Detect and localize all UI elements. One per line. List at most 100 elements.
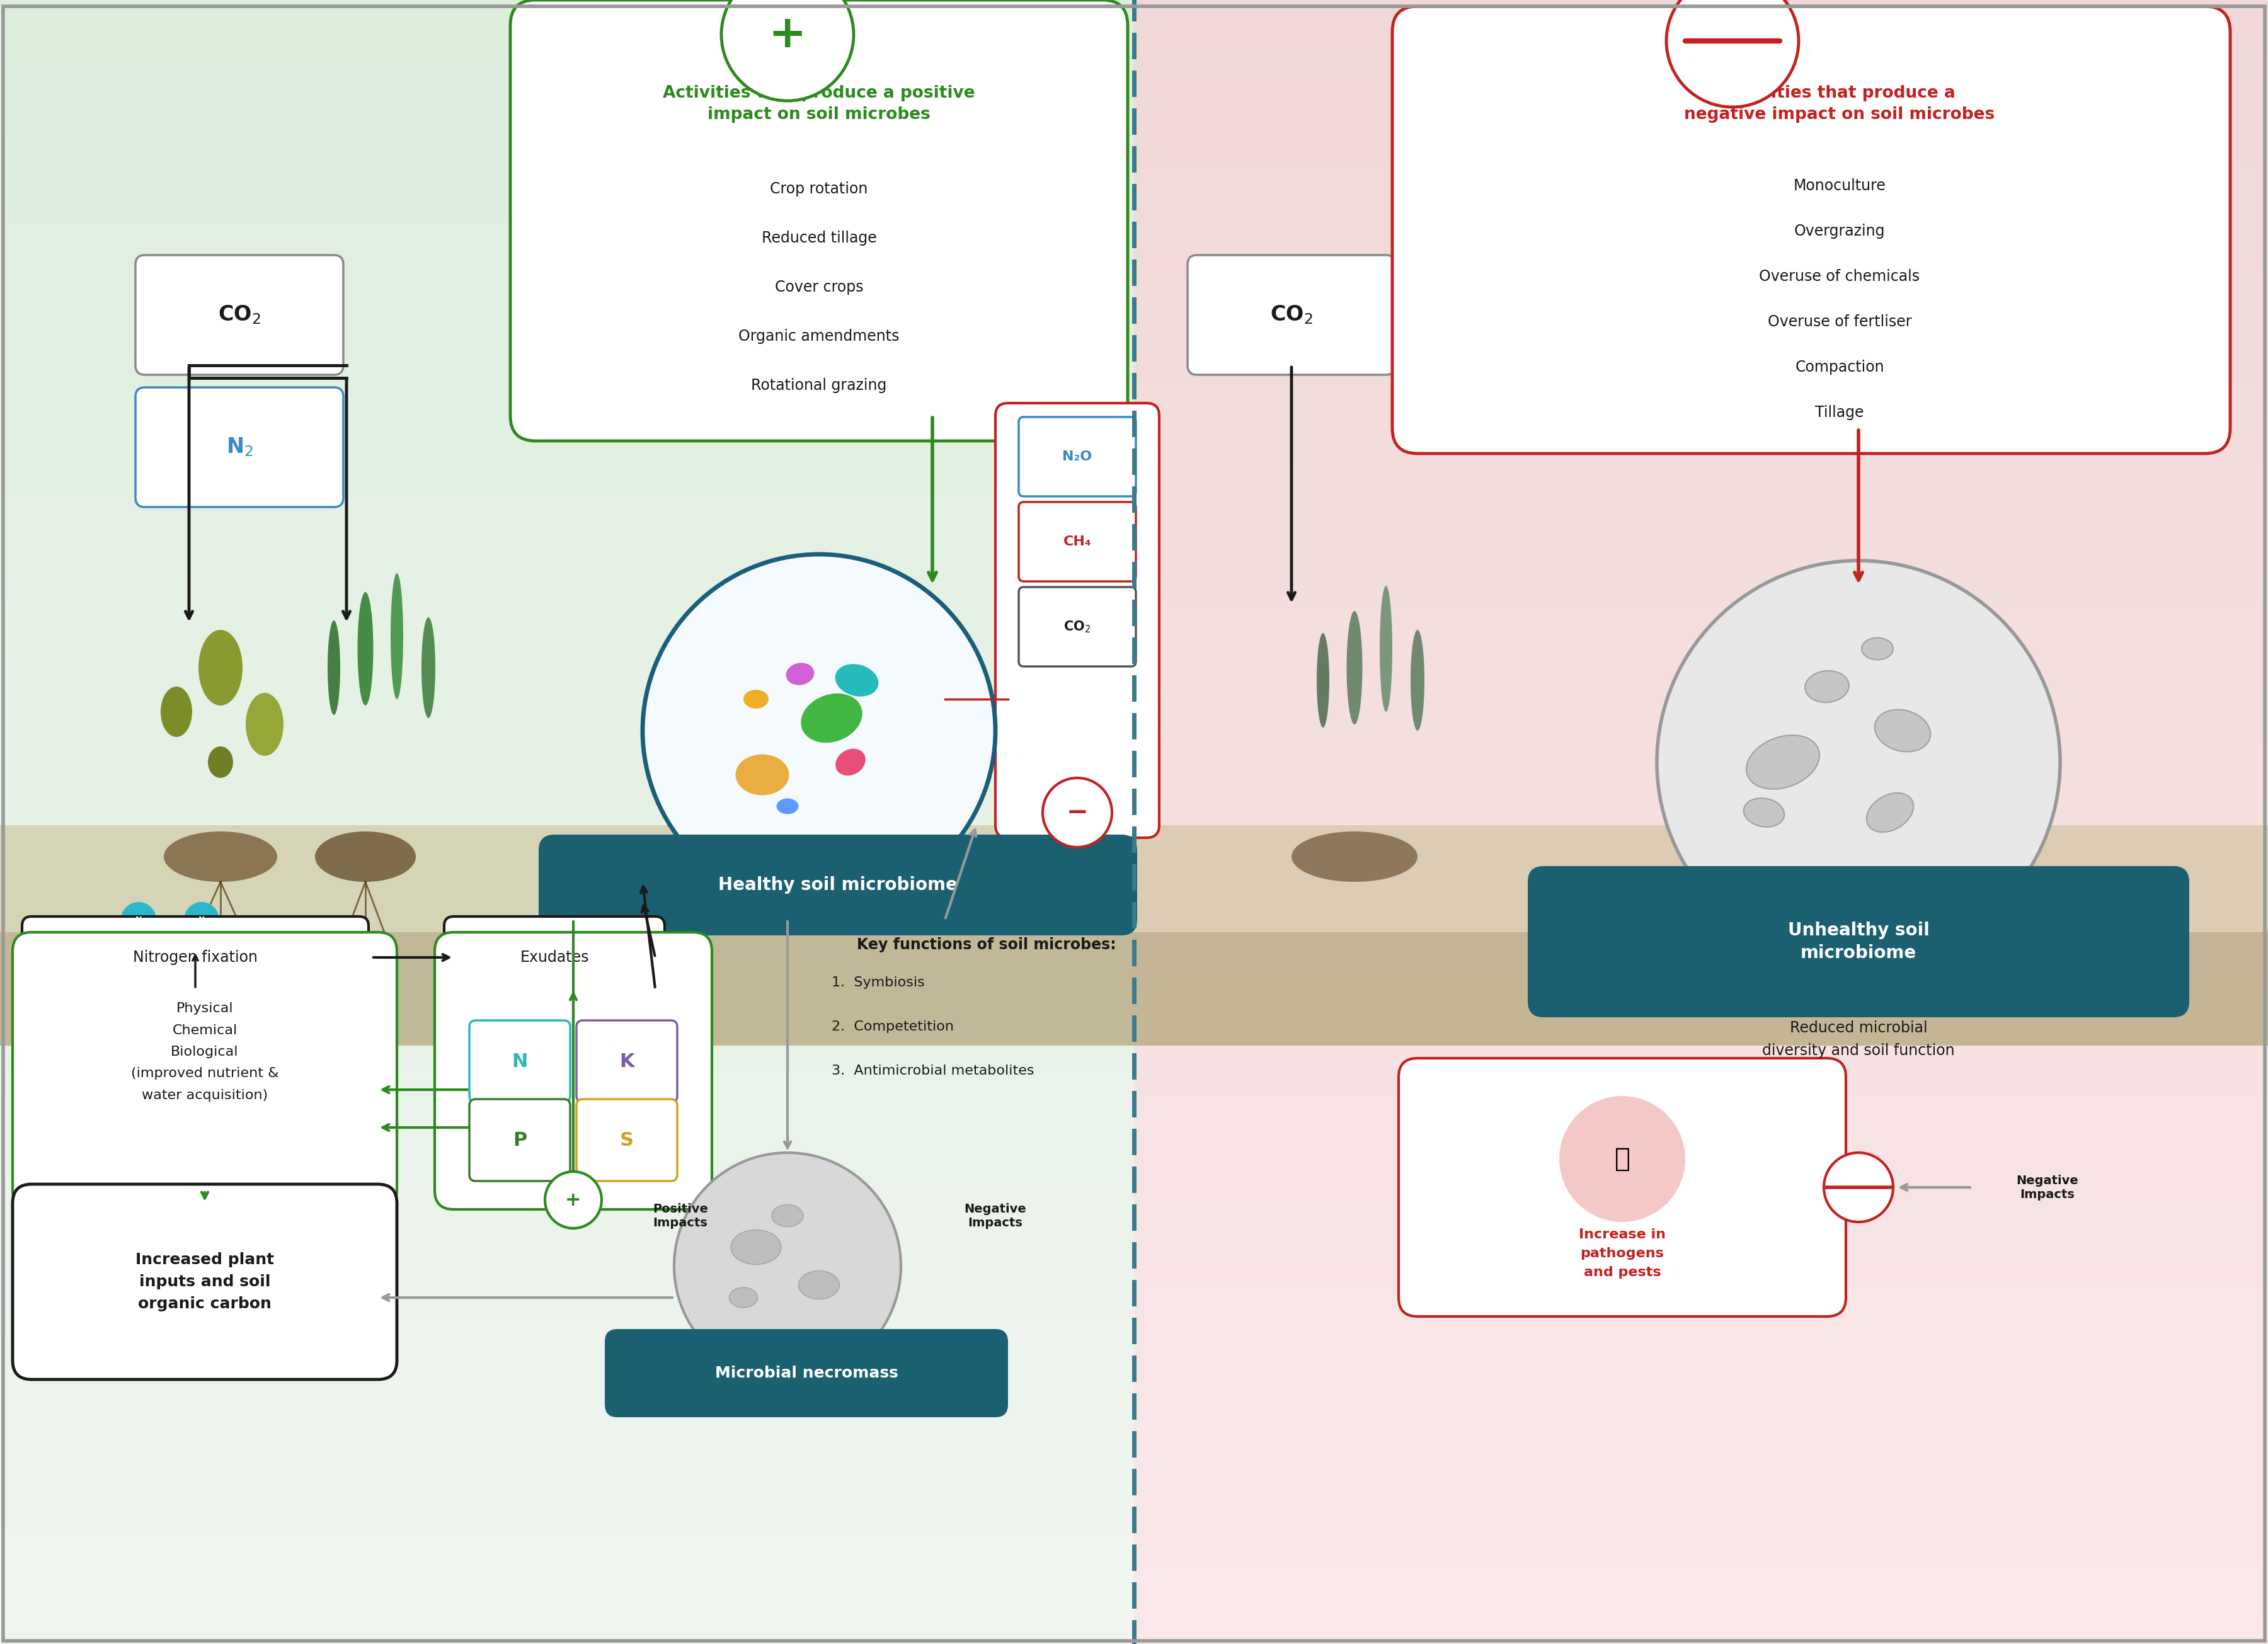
Bar <box>1134 1233 2268 1261</box>
Bar <box>0 932 2268 1046</box>
Text: Overuse of fertliser: Overuse of fertliser <box>1767 314 1912 329</box>
Bar <box>1134 958 2268 986</box>
Bar <box>0 822 1134 850</box>
Text: Activities that produce a
negative impact on soil microbes: Activities that produce a negative impac… <box>1685 85 1996 123</box>
Ellipse shape <box>787 663 814 686</box>
Bar <box>1134 110 2268 136</box>
FancyBboxPatch shape <box>136 388 342 506</box>
Bar <box>0 465 1134 493</box>
Circle shape <box>1667 0 1799 107</box>
Bar <box>0 686 1134 712</box>
Bar <box>1134 1480 2268 1508</box>
Bar <box>1134 1041 2268 1069</box>
Ellipse shape <box>1746 735 1819 789</box>
Text: Activities that produce a positive
impact on soil microbes: Activities that produce a positive impac… <box>662 85 975 123</box>
Bar <box>1134 1097 2268 1123</box>
Ellipse shape <box>209 746 234 778</box>
Bar <box>1134 439 2268 465</box>
Circle shape <box>152 927 188 962</box>
FancyBboxPatch shape <box>1399 1059 1846 1317</box>
Text: Reduced microbial
diversity and soil function: Reduced microbial diversity and soil fun… <box>1762 1021 1955 1059</box>
Text: Nitrogen fixation: Nitrogen fixation <box>134 950 259 965</box>
Bar <box>0 547 1134 575</box>
Bar <box>0 493 1134 521</box>
Circle shape <box>184 903 220 937</box>
Bar <box>1134 686 2268 712</box>
Bar <box>0 740 1134 768</box>
Bar <box>0 1397 1134 1425</box>
Text: Unhealthy soil
microbiome: Unhealthy soil microbiome <box>1787 921 1930 962</box>
Ellipse shape <box>730 1230 780 1264</box>
FancyBboxPatch shape <box>435 932 712 1210</box>
Bar <box>1134 1151 2268 1179</box>
Ellipse shape <box>390 574 404 699</box>
Bar <box>1134 1425 2268 1452</box>
Bar <box>0 876 1134 904</box>
Bar <box>1134 876 2268 904</box>
Text: Increase in
pathogens
and pests: Increase in pathogens and pests <box>1579 1228 1665 1279</box>
Bar <box>1134 1452 2268 1480</box>
Bar <box>0 136 1134 164</box>
Circle shape <box>1043 778 1111 847</box>
Bar <box>1134 247 2268 275</box>
Bar <box>1134 383 2268 411</box>
Bar <box>0 794 1134 822</box>
Bar <box>1134 1397 2268 1425</box>
Ellipse shape <box>1805 671 1848 702</box>
Bar <box>1134 603 2268 630</box>
Ellipse shape <box>1290 832 1418 881</box>
FancyBboxPatch shape <box>540 835 1136 935</box>
Bar <box>0 986 1134 1014</box>
Circle shape <box>674 1152 900 1379</box>
Ellipse shape <box>315 832 415 881</box>
Text: CO$_2$: CO$_2$ <box>1064 620 1091 635</box>
Text: Crop rotation: Crop rotation <box>771 181 869 197</box>
Bar <box>1134 850 2268 876</box>
Bar <box>1134 1508 2268 1534</box>
Bar <box>1134 1287 2268 1315</box>
Bar <box>1134 904 2268 932</box>
Text: Organic amendments: Organic amendments <box>739 329 900 344</box>
FancyBboxPatch shape <box>469 1100 569 1180</box>
Ellipse shape <box>200 630 243 705</box>
Text: Exudates: Exudates <box>519 950 590 965</box>
Bar <box>0 1590 1134 1616</box>
Circle shape <box>1658 561 2059 963</box>
Ellipse shape <box>1862 638 1894 659</box>
Bar <box>0 219 1134 247</box>
Bar <box>0 768 1134 794</box>
FancyBboxPatch shape <box>1188 255 1395 375</box>
Text: Compaction: Compaction <box>1794 360 1885 375</box>
Bar <box>1134 1014 2268 1041</box>
Bar <box>1134 768 2268 794</box>
Bar <box>0 357 1134 383</box>
Circle shape <box>544 1172 601 1228</box>
Text: N: N <box>168 940 172 949</box>
Bar <box>0 54 1134 82</box>
Text: Tillage: Tillage <box>1814 404 1864 421</box>
Ellipse shape <box>422 616 435 718</box>
Text: Healthy soil microbiome: Healthy soil microbiome <box>719 876 957 894</box>
Bar <box>1134 712 2268 740</box>
Ellipse shape <box>1867 792 1914 832</box>
Bar <box>0 1369 1134 1397</box>
Bar <box>0 630 1134 658</box>
Bar <box>1134 329 2268 357</box>
FancyBboxPatch shape <box>14 1184 397 1379</box>
Bar <box>1134 1616 2268 1644</box>
Text: N$_2$: N$_2$ <box>227 436 254 459</box>
Bar <box>0 1205 1134 1233</box>
Bar <box>1134 54 2268 82</box>
Text: 🦠: 🦠 <box>1615 1146 1631 1172</box>
Bar <box>0 1452 1134 1480</box>
Bar <box>0 1261 1134 1287</box>
FancyBboxPatch shape <box>469 1021 569 1101</box>
Bar <box>0 1343 1134 1369</box>
Bar <box>1134 411 2268 439</box>
Bar <box>1134 986 2268 1014</box>
Bar <box>0 1014 1134 1041</box>
Ellipse shape <box>1876 710 1930 751</box>
Bar <box>1134 521 2268 547</box>
Bar <box>1134 301 2268 329</box>
Bar <box>1134 932 2268 958</box>
